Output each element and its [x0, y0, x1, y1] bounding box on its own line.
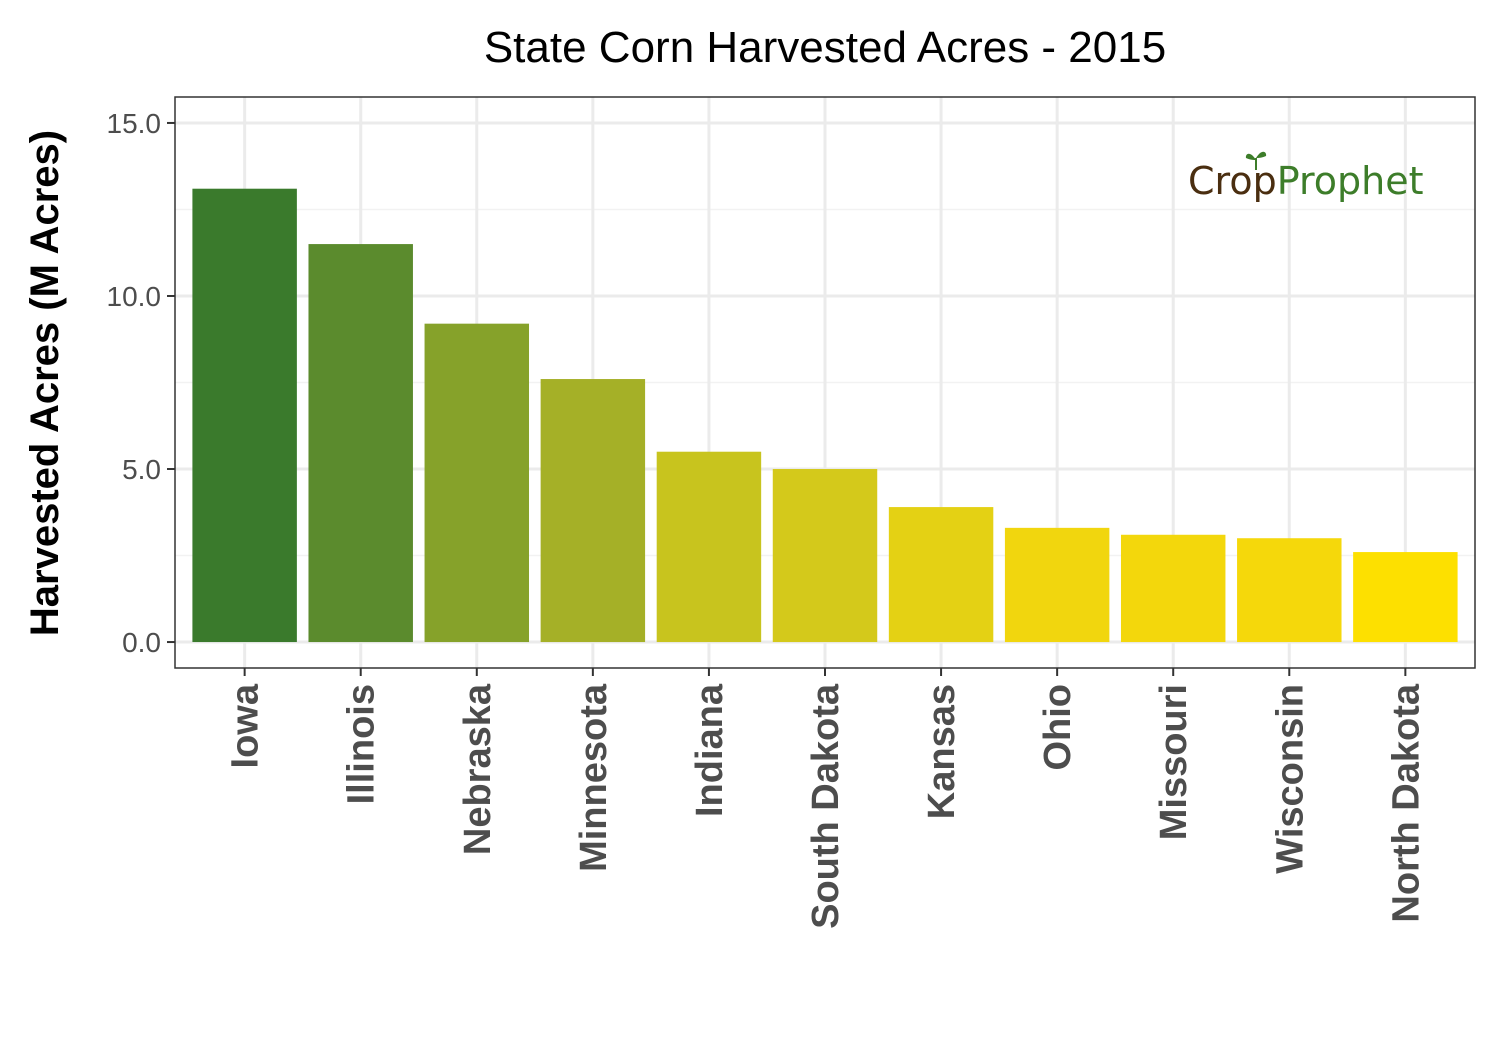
bar-wisconsin — [1237, 538, 1342, 643]
bar-illinois — [308, 244, 413, 643]
bar-indiana — [656, 451, 762, 643]
y-axis-label: Harvested Acres (M Acres) — [23, 130, 67, 636]
chart-title: State Corn Harvested Acres - 2015 — [484, 23, 1166, 72]
bars — [192, 188, 1458, 643]
sprout-icon — [1245, 151, 1267, 170]
x-tick-label: Indiana — [689, 683, 731, 817]
x-tick-label: Illinois — [341, 684, 383, 804]
x-tick-label: South Dakota — [805, 683, 847, 929]
bar-iowa — [192, 188, 297, 643]
bar-missouri — [1120, 534, 1226, 643]
y-tick-label: 0.0 — [122, 627, 161, 658]
y-tick-label: 10.0 — [107, 281, 162, 312]
x-tick-label: Minnesota — [573, 683, 615, 872]
y-tick-label: 15.0 — [107, 108, 162, 139]
x-tick-label: Kansas — [921, 684, 963, 819]
x-tick-label: Iowa — [225, 683, 267, 768]
logo-text-crop: Cr — [1188, 159, 1231, 203]
cropprophet-logo: CropProphet — [1188, 151, 1423, 203]
bar-kansas — [888, 507, 994, 643]
svg-text:CropProphet: CropProphet — [1188, 159, 1423, 203]
bar-nebraska — [424, 323, 530, 643]
bar-south-dakota — [772, 469, 878, 643]
bar-ohio — [1004, 527, 1110, 643]
logo-text-prophet: Prophet — [1277, 159, 1424, 203]
x-tick-label: Ohio — [1037, 684, 1079, 771]
x-axis-ticks: Iowa Illinois Nebraska Minnesota Indiana Sout… — [225, 668, 1427, 929]
bar-north-dakota — [1353, 552, 1458, 643]
x-tick-label: Nebraska — [457, 683, 499, 855]
y-axis-ticks: 0.0 5.0 10.0 15.0 — [107, 108, 175, 658]
logo-text-crop-o: o — [1229, 159, 1252, 203]
bar-minnesota — [540, 379, 646, 643]
x-tick-label: Missouri — [1153, 684, 1195, 840]
x-tick-label: Wisconsin — [1269, 684, 1311, 874]
x-tick-label: North Dakota — [1385, 683, 1427, 922]
y-tick-label: 5.0 — [122, 454, 161, 485]
